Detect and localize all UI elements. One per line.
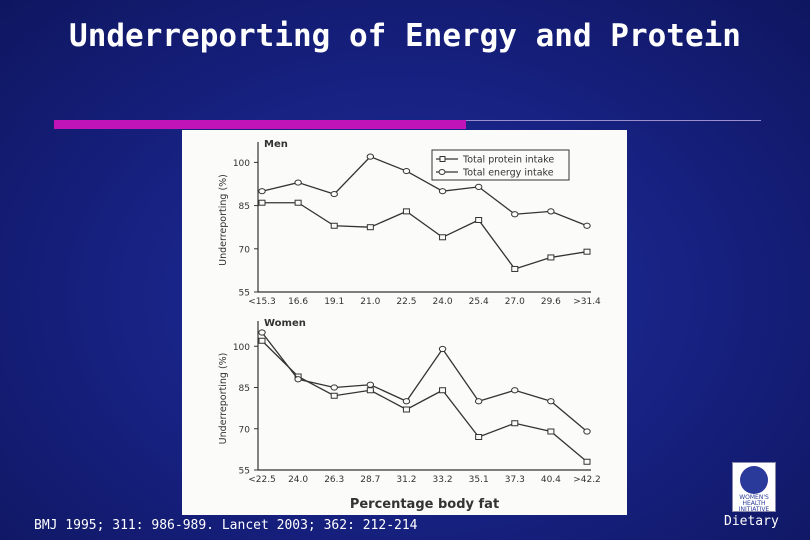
data-point <box>330 384 338 391</box>
y-tick-label: 100 <box>233 343 250 353</box>
x-tick-label: >42.2 <box>573 475 601 485</box>
legend-label: Total energy intake <box>462 168 554 179</box>
x-tick-label: 37.3 <box>505 475 525 485</box>
data-point <box>366 381 375 388</box>
data-point <box>474 183 483 190</box>
data-point <box>402 208 410 215</box>
data-point <box>330 392 338 399</box>
x-tick-label: 35.1 <box>469 475 489 485</box>
chart-figure: 55 70 85 100 <15.3 16.6 19.1 21.0 22.5 24.0 25.4 27… <box>182 130 627 515</box>
data-point <box>330 222 338 229</box>
chart-svg: 55 70 85 100 <15.3 16.6 19.1 21.0 22.5 24.0 25.4 27… <box>218 139 601 512</box>
data-point <box>258 329 266 336</box>
x-tick-label: 25.4 <box>469 297 489 307</box>
footer-label: Dietary <box>724 514 779 529</box>
data-point <box>547 254 555 261</box>
data-point <box>438 188 447 195</box>
series-line <box>261 332 588 432</box>
data-point <box>258 199 266 206</box>
x-tick-label: 21.0 <box>360 297 380 307</box>
y-axis-label: Underreporting (%) <box>218 353 229 445</box>
data-point <box>294 179 302 186</box>
x-tick-label: 22.5 <box>396 297 416 307</box>
panel-label: Men <box>264 139 288 150</box>
y-tick-label: 70 <box>239 245 251 255</box>
data-point <box>402 398 411 405</box>
x-tick-label: 27.0 <box>505 297 525 307</box>
data-point <box>511 420 519 427</box>
panel-label: Women <box>264 318 306 329</box>
x-tick-label: 24.0 <box>288 475 308 485</box>
series-line <box>261 340 588 463</box>
data-point <box>366 153 375 160</box>
data-point <box>438 345 447 353</box>
x-tick-label: 24.0 <box>433 297 453 307</box>
slide-title: Underreporting of Energy and Protein <box>69 18 741 54</box>
x-tick-label: 16.6 <box>288 297 308 307</box>
x-tick-label: 31.2 <box>396 475 416 485</box>
x-tick-label: <22.5 <box>248 475 276 485</box>
series-line <box>261 155 588 227</box>
data-point <box>547 208 555 215</box>
data-point <box>583 428 591 435</box>
data-point <box>475 217 483 223</box>
data-point <box>439 387 447 394</box>
data-point <box>366 387 374 394</box>
data-point <box>366 224 374 231</box>
data-point <box>474 398 483 405</box>
y-tick-label: 55 <box>239 467 250 477</box>
y-tick-label: 70 <box>239 425 251 435</box>
data-point <box>475 434 483 440</box>
y-tick-label: 100 <box>233 159 250 169</box>
x-tick-label: >31.4 <box>573 297 601 307</box>
data-point <box>402 406 410 413</box>
data-point <box>511 265 519 272</box>
y-tick-label: 55 <box>239 289 250 299</box>
data-point <box>583 458 591 465</box>
data-point <box>258 337 266 344</box>
title-divider-line <box>466 120 761 121</box>
data-point <box>439 234 447 241</box>
data-point <box>294 199 302 206</box>
logo-text: WOMEN'S HEALTH INITIATIVE <box>738 494 770 513</box>
y-tick-label: 85 <box>239 384 250 394</box>
x-tick-label: 26.3 <box>324 475 344 485</box>
x-tick-label: 33.2 <box>433 475 453 485</box>
x-tick-label: 19.1 <box>324 297 344 307</box>
legend-box <box>431 149 570 181</box>
x-tick-label: <15.3 <box>248 297 276 307</box>
data-point <box>258 188 266 195</box>
x-axis-label: Percentage body fat <box>350 497 499 512</box>
legend-label: Total protein intake <box>462 155 554 166</box>
citation-text: BMJ 1995; 311: 986-989. Lancet 2003; 362… <box>34 518 418 533</box>
data-point <box>330 190 338 198</box>
data-point <box>402 167 411 175</box>
legend-marker <box>438 169 446 175</box>
data-point <box>294 376 302 383</box>
y-tick-label: 85 <box>239 202 250 212</box>
series-line <box>262 202 588 270</box>
globe-icon <box>740 466 768 494</box>
data-point <box>583 248 591 255</box>
data-point <box>511 387 519 394</box>
data-point <box>547 428 555 435</box>
title-accent-bar <box>54 120 466 129</box>
x-tick-label: 40.4 <box>541 475 561 485</box>
legend-marker <box>439 156 446 162</box>
data-point <box>583 222 591 229</box>
x-tick-label: 28.7 <box>360 475 380 485</box>
x-tick-label: 29.6 <box>541 297 561 307</box>
y-axis-label: Underreporting (%) <box>218 174 229 266</box>
data-point <box>511 211 519 218</box>
data-point <box>547 398 555 405</box>
whi-logo: WOMEN'S HEALTH INITIATIVE <box>732 462 776 513</box>
